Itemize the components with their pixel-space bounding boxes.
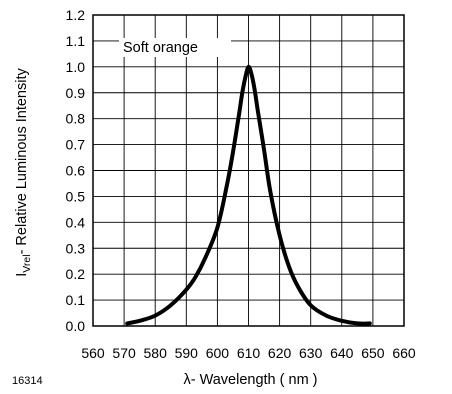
y-tick-label: 1.1: [66, 33, 86, 49]
intensity-curve: [125, 64, 372, 326]
y-tick-labels: 0.0 0.1 0.2 0.3 0.4 0.5 0.6 0.7 0.8 0.9 1.0 1.1 1.2: [66, 7, 86, 334]
y-tick-label: 0.7: [66, 137, 86, 153]
x-tick-label: 590: [175, 345, 199, 361]
x-tick-label: 640: [330, 345, 354, 361]
y-tick-label: 0.9: [66, 85, 86, 101]
y-axis-symbol: I: [14, 273, 30, 277]
y-tick-label: 0.6: [66, 163, 86, 179]
x-tick-label: 610: [237, 345, 261, 361]
series-annotation: Soft orange: [123, 40, 198, 56]
x-tick-label: 630: [299, 345, 323, 361]
x-tick-label: 620: [268, 345, 292, 361]
y-tick-label: 0.3: [66, 240, 86, 256]
grid-lines: [93, 15, 404, 326]
y-tick-label: 0.1: [66, 292, 86, 308]
x-axis-title: λ- Wavelength ( nm ): [183, 372, 317, 388]
y-tick-label: 0.5: [66, 188, 86, 204]
y-tick-label: 0.0: [66, 318, 86, 334]
y-axis-title: IVrel- Relative Luminous Intensity: [14, 68, 33, 277]
x-tick-label: 580: [144, 345, 168, 361]
x-tick-label: 560: [81, 345, 105, 361]
x-tick-label: 570: [112, 345, 136, 361]
x-tick-labels: 560 570 580 590 600 610 620 630 640 650 660: [81, 345, 416, 361]
x-tick-label: 650: [361, 345, 385, 361]
plot-frame: [92, 14, 405, 327]
annotation-background: [119, 38, 231, 57]
x-tick-label: 660: [392, 345, 416, 361]
y-axis-description: - Relative Luminous Intensity: [14, 68, 30, 255]
y-tick-label: 1.2: [66, 7, 86, 23]
y-tick-label: 0.2: [66, 266, 86, 282]
y-tick-label: 0.4: [66, 214, 86, 230]
figure-id: 16314: [12, 375, 43, 387]
y-axis-subscript: Vrel: [21, 254, 33, 272]
y-tick-label: 0.8: [66, 111, 86, 127]
y-tick-label: 1.0: [66, 59, 86, 75]
x-tick-label: 600: [206, 345, 230, 361]
